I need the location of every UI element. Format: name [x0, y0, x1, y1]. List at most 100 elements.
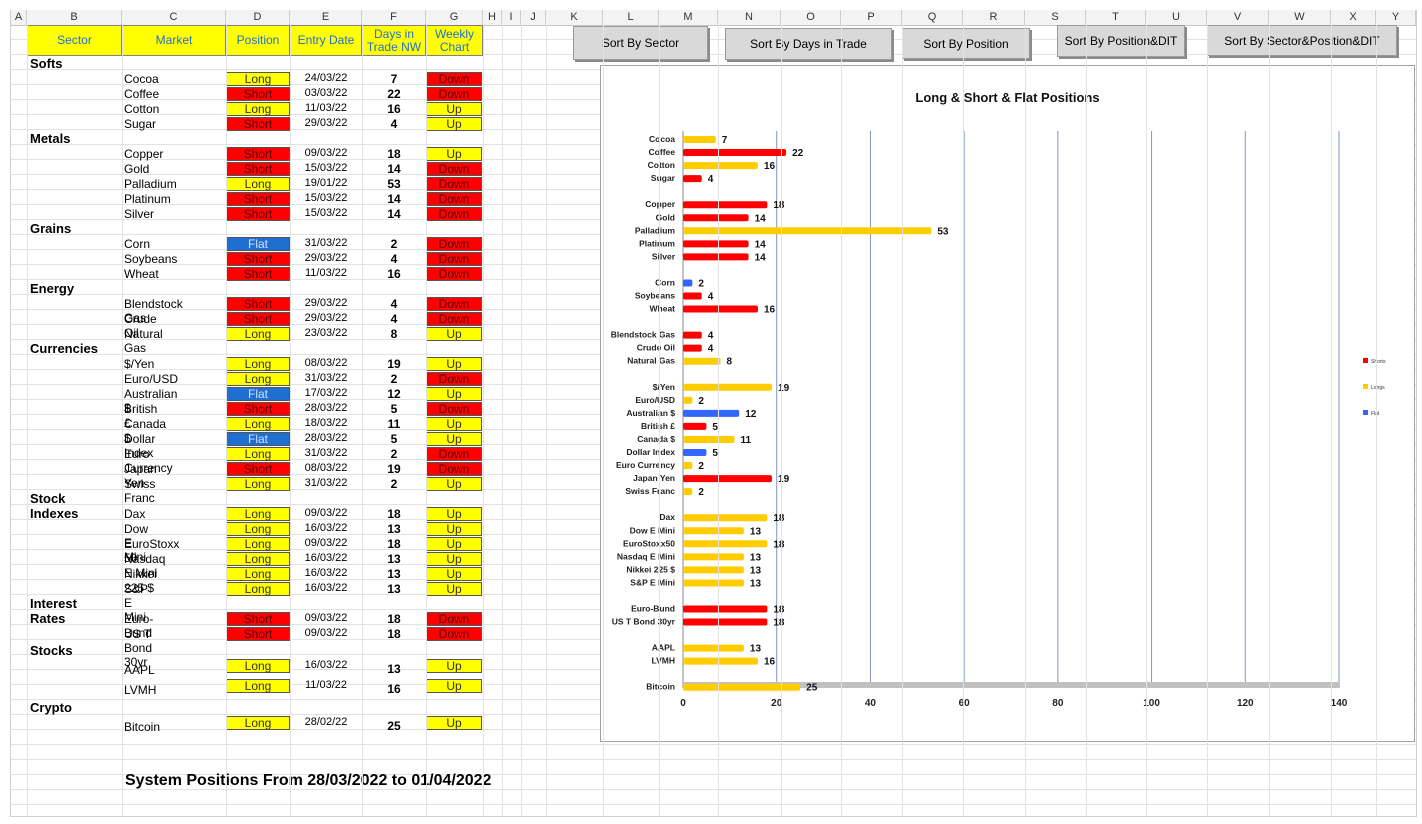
weekly-chart-cell[interactable]: Up: [426, 582, 482, 596]
weekly-chart-cell[interactable]: Up: [426, 567, 482, 581]
weekly-chart-cell[interactable]: Up: [426, 117, 482, 131]
position-cell[interactable]: Short: [226, 252, 290, 266]
position-cell[interactable]: Short: [226, 162, 290, 176]
weekly-chart-cell[interactable]: Down: [426, 72, 482, 86]
position-cell[interactable]: Long: [226, 72, 290, 86]
weekly-chart-cell[interactable]: Up: [426, 387, 482, 401]
weekly-chart-cell[interactable]: Down: [426, 612, 482, 626]
column-header-m[interactable]: M: [659, 10, 718, 25]
column-header-r[interactable]: R: [963, 10, 1025, 25]
position-cell[interactable]: Short: [226, 627, 290, 641]
sort-by-position-dit-button[interactable]: Sort By Position&DIT: [1057, 25, 1185, 57]
header-sector[interactable]: Sector: [27, 25, 122, 56]
position-cell[interactable]: Long: [226, 659, 290, 673]
header-market[interactable]: Market: [122, 25, 226, 56]
position-cell[interactable]: Flat: [226, 237, 290, 251]
weekly-chart-cell[interactable]: Up: [426, 102, 482, 116]
header-position[interactable]: Position: [226, 25, 290, 56]
position-cell[interactable]: Long: [226, 357, 290, 371]
weekly-chart-cell[interactable]: Down: [426, 177, 482, 191]
weekly-chart-cell[interactable]: Up: [426, 327, 482, 341]
weekly-chart-cell[interactable]: Up: [426, 679, 482, 693]
weekly-chart-cell[interactable]: Down: [426, 297, 482, 311]
column-header-t[interactable]: T: [1086, 10, 1146, 25]
weekly-chart-cell[interactable]: Down: [426, 462, 482, 476]
position-cell[interactable]: Long: [226, 102, 290, 116]
column-header-p[interactable]: P: [841, 10, 902, 25]
weekly-chart-cell[interactable]: Down: [426, 252, 482, 266]
position-cell[interactable]: Long: [226, 417, 290, 431]
column-header-s[interactable]: S: [1025, 10, 1086, 25]
column-header-d[interactable]: D: [226, 10, 290, 25]
sort-by-position-button[interactable]: Sort By Position: [902, 28, 1030, 59]
column-header-j[interactable]: J: [521, 10, 546, 25]
position-cell[interactable]: Long: [226, 522, 290, 536]
position-cell[interactable]: Short: [226, 117, 290, 131]
position-cell[interactable]: Short: [226, 87, 290, 101]
weekly-chart-cell[interactable]: Up: [426, 417, 482, 431]
weekly-chart-cell[interactable]: Up: [426, 552, 482, 566]
column-header-x[interactable]: X: [1331, 10, 1376, 25]
position-cell[interactable]: Long: [226, 537, 290, 551]
position-cell[interactable]: Long: [226, 177, 290, 191]
weekly-chart-cell[interactable]: Up: [426, 357, 482, 371]
weekly-chart-cell[interactable]: Up: [426, 507, 482, 521]
weekly-chart-cell[interactable]: Down: [426, 192, 482, 206]
position-cell[interactable]: Flat: [226, 387, 290, 401]
column-header-u[interactable]: U: [1146, 10, 1207, 25]
position-cell[interactable]: Long: [226, 552, 290, 566]
weekly-chart-cell[interactable]: Up: [426, 716, 482, 730]
weekly-chart-cell[interactable]: Down: [426, 312, 482, 326]
position-cell[interactable]: Long: [226, 582, 290, 596]
column-header-n[interactable]: N: [718, 10, 781, 25]
column-header-h[interactable]: H: [483, 10, 502, 25]
weekly-chart-cell[interactable]: Up: [426, 477, 482, 491]
position-cell[interactable]: Short: [226, 297, 290, 311]
column-header-f[interactable]: F: [362, 10, 426, 25]
position-cell[interactable]: Long: [226, 477, 290, 491]
positions-chart[interactable]: Long & Short & Flat Positions 0 20 40 60 80 1…: [600, 65, 1415, 742]
position-cell[interactable]: Short: [226, 612, 290, 626]
weekly-chart-cell[interactable]: Down: [426, 87, 482, 101]
header-days-in-trade[interactable]: Days in Trade NW: [362, 25, 426, 56]
position-cell[interactable]: Flat: [226, 432, 290, 446]
position-cell[interactable]: Short: [226, 267, 290, 281]
weekly-chart-cell[interactable]: Down: [426, 237, 482, 251]
position-cell[interactable]: Long: [226, 447, 290, 461]
position-cell[interactable]: Short: [226, 312, 290, 326]
column-header-k[interactable]: K: [546, 10, 603, 25]
header-weekly-chart[interactable]: Weekly Chart: [426, 25, 483, 56]
position-cell[interactable]: Short: [226, 147, 290, 161]
weekly-chart-cell[interactable]: Down: [426, 267, 482, 281]
column-header-v[interactable]: V: [1207, 10, 1269, 25]
weekly-chart-cell[interactable]: Up: [426, 522, 482, 536]
sort-by-sector-position-dit-button[interactable]: Sort By Sector&Position&DIT: [1207, 25, 1397, 56]
column-header-a[interactable]: A: [11, 10, 27, 25]
column-header-q[interactable]: Q: [902, 10, 963, 25]
weekly-chart-cell[interactable]: Down: [426, 162, 482, 176]
column-header-i[interactable]: I: [502, 10, 521, 25]
position-cell[interactable]: Short: [226, 192, 290, 206]
position-cell[interactable]: Long: [226, 372, 290, 386]
column-header-g[interactable]: G: [426, 10, 483, 25]
column-header-e[interactable]: E: [290, 10, 362, 25]
position-cell[interactable]: Long: [226, 327, 290, 341]
weekly-chart-cell[interactable]: Down: [426, 372, 482, 386]
position-cell[interactable]: Short: [226, 462, 290, 476]
position-cell[interactable]: Short: [226, 207, 290, 221]
column-header-y[interactable]: Y: [1376, 10, 1416, 25]
column-header-o[interactable]: O: [781, 10, 841, 25]
weekly-chart-cell[interactable]: Down: [426, 402, 482, 416]
position-cell[interactable]: Long: [226, 679, 290, 693]
weekly-chart-cell[interactable]: Down: [426, 627, 482, 641]
column-header-w[interactable]: W: [1269, 10, 1331, 25]
column-header-c[interactable]: C: [122, 10, 226, 25]
position-cell[interactable]: Short: [226, 402, 290, 416]
weekly-chart-cell[interactable]: Up: [426, 659, 482, 673]
header-entry-date[interactable]: Entry Date: [290, 25, 362, 56]
position-cell[interactable]: Long: [226, 507, 290, 521]
weekly-chart-cell[interactable]: Up: [426, 147, 482, 161]
weekly-chart-cell[interactable]: Up: [426, 432, 482, 446]
position-cell[interactable]: Long: [226, 567, 290, 581]
